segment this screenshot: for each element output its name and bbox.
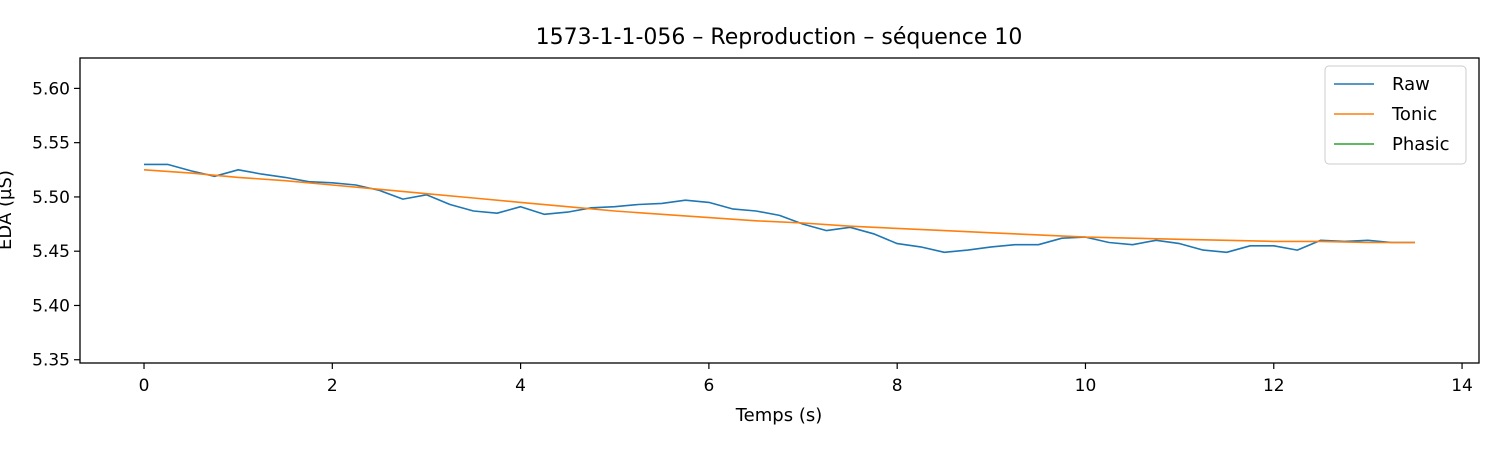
y-tick-label: 5.35 <box>32 351 70 371</box>
x-tick-label: 0 <box>139 376 150 396</box>
legend-label-phasic: Phasic <box>1392 134 1450 155</box>
x-tick-label: 6 <box>703 376 714 396</box>
y-tick-label: 5.60 <box>32 79 70 99</box>
y-tick-label: 5.40 <box>32 296 70 316</box>
y-tick-label: 5.50 <box>32 188 70 208</box>
y-tick-label: 5.45 <box>32 242 70 262</box>
x-tick-label: 2 <box>327 376 338 396</box>
y-tick-label: 5.55 <box>32 134 70 154</box>
legend-label-raw: Raw <box>1392 74 1430 95</box>
chart-title: 1573-1-1-056 – Reproduction – séquence 1… <box>536 25 1023 50</box>
legend-label-tonic: Tonic <box>1391 104 1437 125</box>
x-axis-label: Temps (s) <box>735 405 823 426</box>
x-tick-label: 8 <box>892 376 903 396</box>
x-tick-label: 12 <box>1263 376 1285 396</box>
y-axis-label: EDA (µS) <box>0 170 16 250</box>
x-tick-label: 10 <box>1075 376 1097 396</box>
plot-frame <box>79 57 1480 364</box>
legend-box <box>1324 65 1467 165</box>
legend: Raw Tonic Phasic <box>1324 65 1467 165</box>
x-tick-label: 4 <box>515 376 526 396</box>
series-line-tonic <box>143 169 1415 244</box>
series-line-raw <box>144 163 1415 254</box>
x-tick-label: 14 <box>1451 376 1473 396</box>
